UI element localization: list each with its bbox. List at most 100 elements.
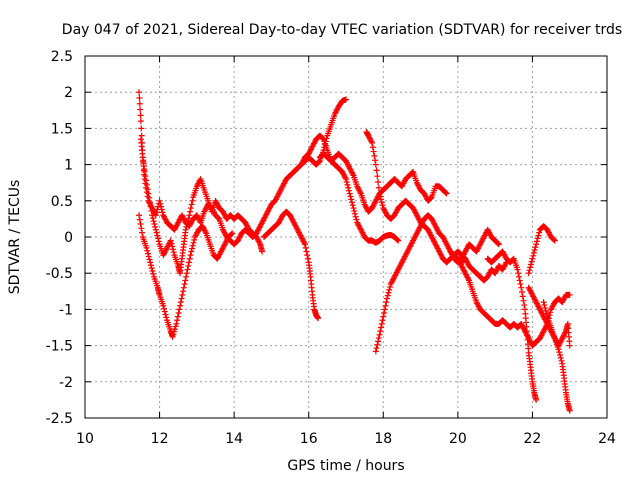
data-point (380, 313, 387, 320)
data-point (150, 218, 157, 225)
data-point (379, 317, 386, 324)
data-point (348, 199, 355, 206)
data-point (383, 299, 390, 306)
data-point (304, 255, 311, 262)
data-point (378, 324, 385, 331)
data-point (163, 314, 170, 321)
data-point (136, 89, 143, 96)
data-point (152, 223, 159, 230)
data-point (382, 302, 389, 309)
x-tick-label: 20 (449, 431, 467, 447)
y-tick-label: -2 (59, 375, 73, 391)
data-point (189, 242, 196, 249)
data-point (187, 252, 194, 259)
data-point (154, 232, 161, 239)
data-point (345, 187, 352, 194)
data-point (394, 236, 401, 243)
data-point (136, 94, 143, 101)
data-point (156, 197, 163, 204)
x-tick-label: 14 (225, 431, 243, 447)
data-point (190, 239, 197, 246)
data-point (566, 342, 573, 349)
data-point (183, 223, 190, 230)
data-point (557, 354, 564, 361)
data-point (185, 215, 192, 222)
data-point (162, 311, 169, 318)
data-point (373, 345, 380, 352)
data-point (136, 216, 143, 223)
data-point (378, 199, 385, 206)
y-tick-label: -1.5 (46, 339, 73, 355)
data-point (517, 281, 524, 288)
data-point (176, 306, 183, 313)
data-point (385, 289, 392, 296)
data-point (551, 236, 558, 243)
series-track-e (298, 132, 402, 246)
series-track-k (525, 223, 558, 277)
data-point (187, 208, 194, 215)
data-point (519, 293, 526, 300)
data-point (143, 244, 150, 251)
data-point (158, 203, 165, 210)
data-point (378, 196, 385, 203)
data-point (180, 288, 187, 295)
data-point (153, 229, 160, 236)
series-track-n (447, 226, 502, 266)
data-point (143, 181, 150, 188)
data-point (526, 267, 533, 274)
data-point (186, 212, 193, 219)
data-point (188, 201, 195, 208)
data-point (161, 308, 168, 315)
data-point (180, 284, 187, 291)
data-points-layer (136, 89, 573, 414)
data-point (384, 295, 391, 302)
data-point (350, 205, 357, 212)
data-point (558, 357, 565, 364)
data-point (372, 348, 379, 355)
data-point (527, 261, 534, 268)
x-tick-label: 10 (76, 431, 94, 447)
data-point (161, 305, 168, 312)
x-tick-labels: 10 12 14 16 18 20 22 24 (76, 431, 616, 447)
data-point (141, 176, 148, 183)
data-point (177, 299, 184, 306)
data-point (174, 317, 181, 324)
data-point (150, 270, 157, 277)
data-point (536, 229, 543, 236)
data-point (530, 252, 537, 259)
data-point (183, 270, 190, 277)
data-point (171, 326, 178, 333)
data-point (372, 157, 379, 164)
data-point (137, 118, 144, 125)
data-point (228, 231, 235, 238)
data-point (542, 307, 549, 314)
data-point (352, 213, 359, 220)
data-point (346, 190, 353, 197)
data-point (148, 265, 155, 272)
data-point (155, 235, 162, 242)
data-point (149, 215, 156, 222)
y-tick-label: -0.5 (46, 266, 73, 282)
data-point (518, 289, 525, 296)
data-point (157, 200, 164, 207)
data-point (182, 226, 189, 233)
data-point (345, 184, 352, 191)
y-tick-label: 2 (64, 85, 73, 101)
data-point (442, 189, 449, 196)
data-point (533, 238, 540, 245)
data-point (529, 255, 536, 262)
data-point (142, 173, 149, 180)
data-point (139, 229, 146, 236)
data-point (147, 203, 154, 210)
data-point (369, 144, 376, 151)
data-point (149, 268, 156, 275)
data-point (181, 281, 188, 288)
data-point (259, 248, 266, 255)
data-point (155, 238, 162, 245)
data-point (566, 291, 573, 298)
data-point (531, 247, 538, 254)
data-point (384, 292, 391, 299)
data-point (149, 212, 156, 219)
data-point (303, 248, 310, 255)
data-point (377, 328, 384, 335)
